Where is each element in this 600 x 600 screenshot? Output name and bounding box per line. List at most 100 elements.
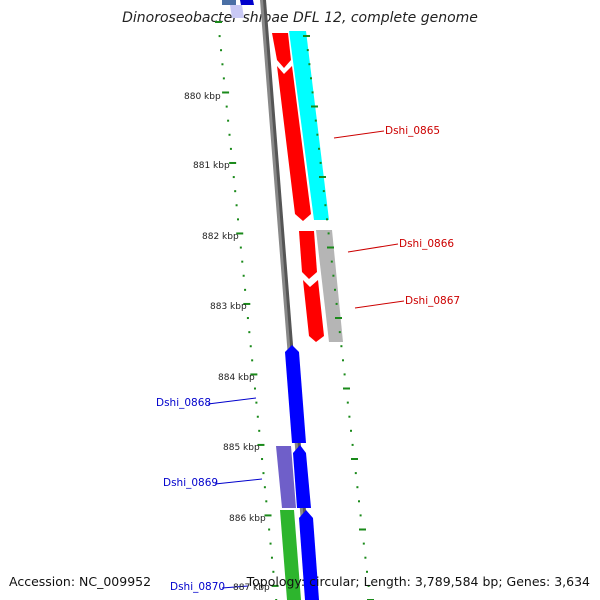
tick-mark: [265, 500, 268, 503]
tick-mark: [251, 359, 254, 362]
tick-mark: [362, 542, 365, 545]
tick-mark: [256, 415, 259, 418]
tick-mark: [253, 387, 256, 390]
tick-mark: [268, 528, 271, 531]
tick-mark: [334, 288, 336, 291]
gene-blue-870: [299, 510, 319, 600]
tick-label: 880 kbp: [184, 92, 221, 102]
gene-blue-869: [293, 445, 311, 508]
tick-mark: [351, 458, 358, 460]
tick-mark: [311, 91, 314, 94]
gene-partial-blue-2: [240, 0, 254, 5]
tick-mark: [232, 176, 235, 179]
tick-mark: [243, 302, 251, 305]
tick-label: 882 kbp: [202, 232, 239, 242]
tick-label: 883 kbp: [210, 302, 247, 312]
tick-mark: [316, 133, 319, 136]
tick-mark: [366, 570, 368, 573]
tick-mark: [327, 246, 334, 249]
tick-mark: [327, 232, 330, 235]
tick-mark: [351, 443, 354, 446]
gene-purple-869: [276, 446, 296, 508]
tick-mark: [218, 35, 221, 38]
tick-mark: [248, 331, 251, 334]
tick-mark: [234, 190, 237, 193]
gene-label[interactable]: Dshi_0868: [156, 397, 211, 409]
map-title: Dinoroseobacter shibae DFL 12, complete …: [122, 10, 478, 26]
gene-partial-arrow: [230, 5, 244, 18]
tick-mark: [364, 556, 367, 559]
tick-mark: [215, 21, 222, 23]
tick-mark: [241, 260, 244, 263]
tick-label: 881 kbp: [193, 161, 230, 171]
tick-mark: [237, 218, 240, 221]
tick-mark: [235, 204, 238, 207]
tick-mark: [318, 147, 320, 150]
tick-mark: [229, 147, 232, 150]
tick-mark: [308, 63, 311, 66]
tick-mark: [271, 584, 279, 587]
topology-label: Topology: circular; Length: 3,789,584 bp…: [246, 574, 590, 589]
gene-label[interactable]: Dshi_0870: [170, 581, 225, 593]
tick-mark: [319, 176, 326, 178]
connector-0869: [214, 478, 263, 485]
tick-mark: [225, 105, 228, 108]
tick-mark: [335, 317, 342, 319]
tick-mark: [229, 161, 237, 164]
tick-mark: [221, 63, 224, 66]
tick-mark: [306, 49, 309, 52]
gene-red-866: [299, 231, 317, 279]
gene-red-867: [303, 280, 324, 342]
tick-mark: [358, 500, 360, 503]
tick-mark: [322, 190, 325, 193]
tick-mark: [264, 514, 272, 517]
tick-mark: [359, 528, 366, 531]
tick-mark: [330, 260, 333, 263]
gene-label[interactable]: Dshi_0865: [385, 125, 440, 137]
connector-0870: [221, 585, 249, 589]
gene-red-1: [272, 33, 291, 68]
tick-mark: [220, 49, 223, 52]
tick-mark: [338, 331, 341, 334]
tick-mark: [343, 373, 346, 376]
tick-mark: [227, 119, 230, 122]
gene-green-870: [280, 510, 301, 600]
tick-label: 886 kbp: [229, 514, 266, 524]
tick-mark: [222, 77, 225, 80]
tick-mark: [242, 274, 245, 277]
tick-labels: 880 kbp 881 kbp 882 kbp 883 kbp 884 kbp …: [184, 92, 270, 593]
tick-label: 885 kbp: [223, 443, 260, 453]
tick-mark: [342, 359, 344, 362]
gene-label[interactable]: Dshi_0866: [399, 238, 454, 250]
connector-0865: [333, 130, 385, 139]
tick-mark: [261, 458, 264, 461]
right-tick-track: [303, 35, 374, 600]
tick-label: 887 kbp: [233, 583, 270, 593]
tick-label: 884 kbp: [218, 373, 255, 383]
tick-mark: [354, 472, 357, 475]
tick-mark: [270, 556, 273, 559]
tick-mark: [367, 584, 370, 587]
gene-blue-868: [285, 345, 306, 443]
tick-mark: [250, 373, 258, 376]
tick-mark: [335, 302, 338, 305]
tick-mark: [326, 218, 328, 221]
gene-cyan: [289, 31, 329, 220]
tick-mark: [272, 570, 275, 573]
left-tick-track: [215, 21, 279, 600]
tick-mark: [228, 133, 231, 136]
gene-partial-blue: [222, 0, 236, 5]
tick-mark: [346, 401, 349, 404]
tick-mark: [343, 387, 350, 390]
tick-mark: [350, 429, 352, 432]
connector-0868: [207, 397, 257, 405]
gene-label[interactable]: Dshi_0869: [163, 477, 218, 489]
tick-mark: [249, 345, 252, 348]
tick-mark: [340, 345, 343, 348]
tick-mark: [314, 119, 317, 122]
tick-mark: [319, 161, 322, 164]
gene-label[interactable]: Dshi_0867: [405, 295, 460, 307]
tick-mark: [332, 274, 335, 277]
tick-mark: [255, 401, 258, 404]
